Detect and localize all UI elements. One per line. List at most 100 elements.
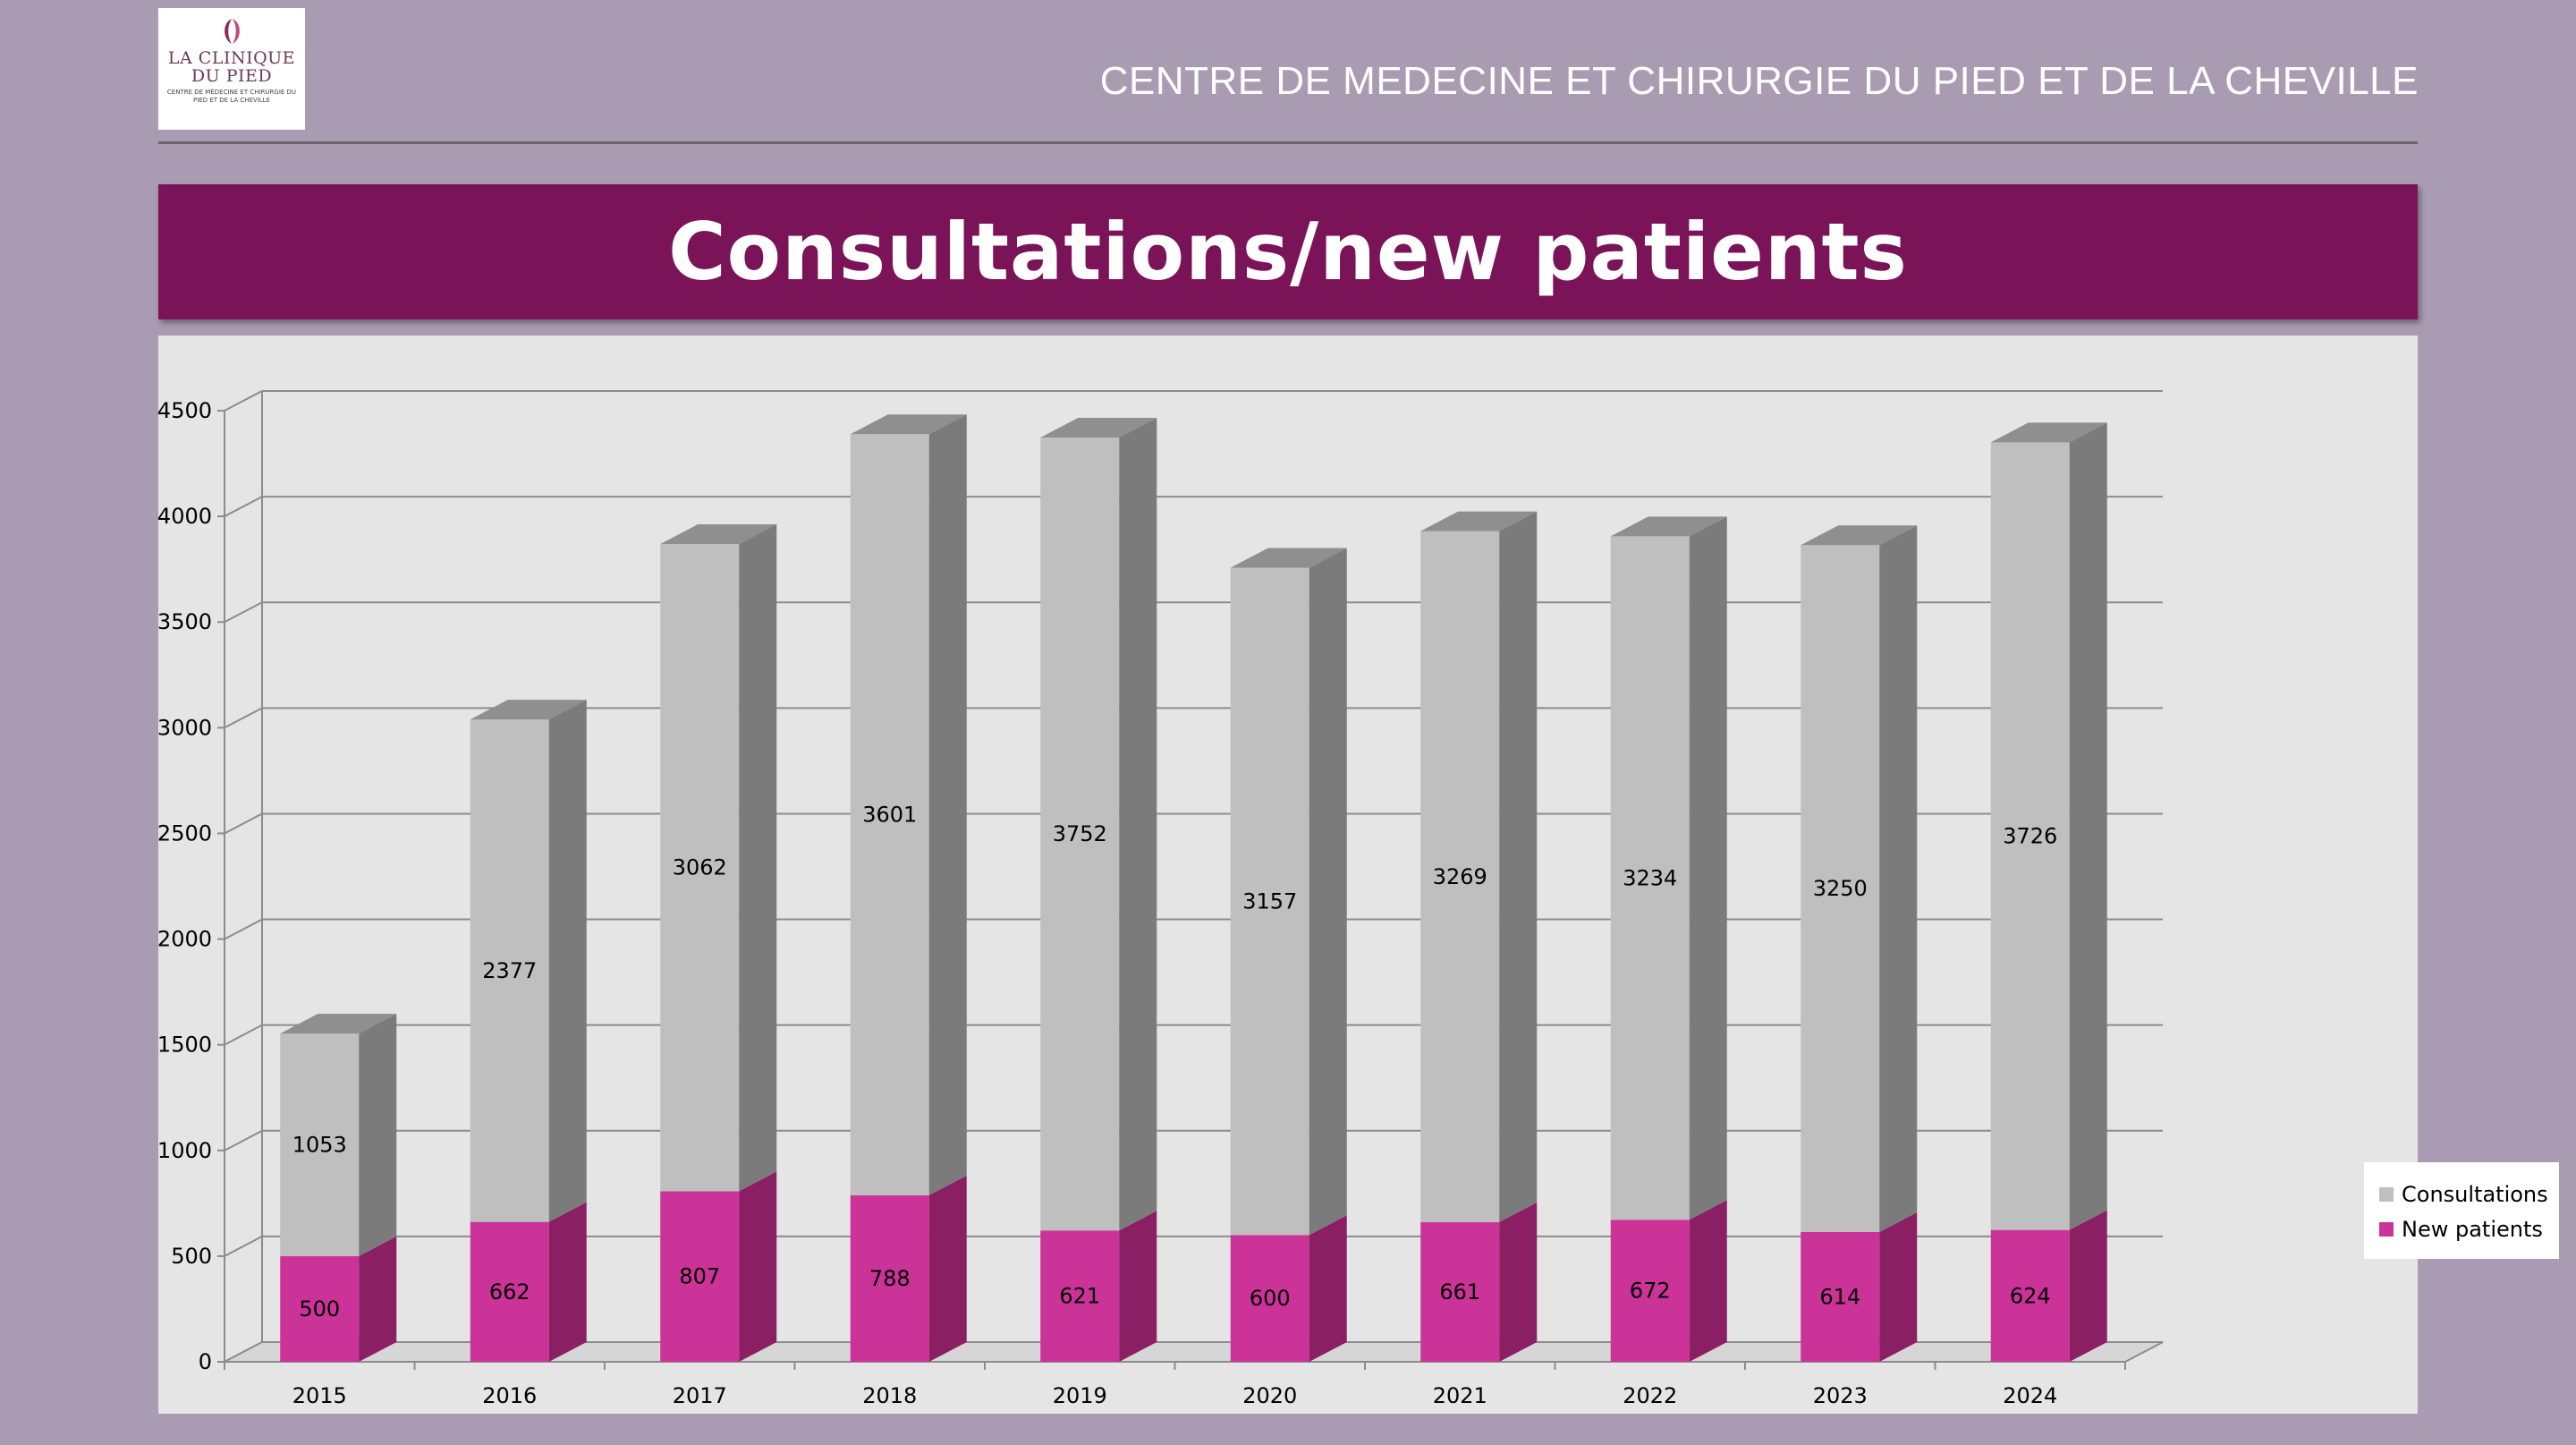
x-tick-label-2024: 2024 [2003,1383,2057,1408]
data-label-consultations-2017: 3062 [673,855,727,880]
bar-new-patients-side-2021 [1499,1202,1538,1362]
bar-new-patients-2022 [1610,1220,1690,1362]
x-tick-label-2015: 2015 [292,1383,347,1408]
y-tick-label-4000: 4000 [158,504,212,529]
bar-new-patients-side-2018 [928,1175,967,1362]
bar-consultations-2019 [1040,438,1120,1231]
bar-new-patients-side-2022 [1689,1200,1727,1362]
legend-swatch-new-patients [2379,1222,2394,1237]
gridline-connector-1500 [224,1024,263,1046]
bar-consultations-2022 [1610,536,1690,1220]
bar-consultations-side-2020 [1309,548,1347,1236]
bar-top-2018 [850,414,967,435]
bar-new-patients-side-2024 [2069,1210,2107,1362]
data-label-new-patients-2022: 672 [1630,1279,1671,1304]
chart-panel: 0 500 1000 1500 2000 2500 3000 3500 4000 4500 500 1… [158,336,2559,1414]
bar-consultations-side-2021 [1499,511,1538,1222]
data-label-consultations-2018: 3601 [862,803,917,828]
bar-consultations-2017 [660,544,740,1192]
legend-swatch-consultations [2379,1187,2394,1202]
data-label-consultations-2020: 3157 [1242,888,1297,914]
data-label-consultations-2019: 3752 [1053,821,1107,846]
y-tick-label-1500: 1500 [158,1033,212,1058]
data-label-new-patients-2016: 662 [489,1279,530,1305]
data-label-new-patients-2021: 661 [1439,1279,1480,1305]
bar-consultations-2021 [1420,531,1500,1222]
x-tick-label-2020: 2020 [1242,1383,1297,1408]
bar-consultations-2020 [1230,567,1309,1236]
bar-new-patients-2018 [850,1194,929,1362]
bar-consultations-2016 [470,719,549,1222]
bar-new-patients-2021 [1420,1221,1500,1362]
gridline-connector-4000 [224,496,263,517]
y-tick-label-3500: 3500 [158,609,212,634]
data-label-new-patients-2019: 621 [1059,1284,1100,1309]
gridline-connector-4500 [224,390,263,412]
x-tick-label-2017: 2017 [673,1383,727,1408]
data-label-new-patients-2015: 500 [299,1296,340,1322]
data-label-new-patients-2020: 600 [1250,1286,1291,1311]
bar-new-patients-2023 [1801,1231,1880,1362]
x-tick-label-2019: 2019 [1053,1383,1107,1408]
bar-consultations-side-2019 [1119,418,1157,1231]
bar-consultations-side-2015 [359,1014,397,1256]
bar-new-patients-side-2015 [359,1236,397,1362]
gridline-connector-500 [224,1236,263,1257]
bar-new-patients-2019 [1040,1230,1120,1362]
y-tick-label-2000: 2000 [158,927,212,952]
data-label-new-patients-2024: 624 [2010,1283,2051,1308]
foot-logo-icon [225,19,240,44]
bar-top-2015 [280,1014,397,1034]
bar-consultations-2023 [1801,545,1880,1232]
bar-new-patients-side-2019 [1119,1211,1157,1362]
bar-new-patients-side-2023 [1879,1211,1918,1362]
data-label-consultations-2024: 3726 [2003,824,2057,849]
header-divider [158,141,2418,144]
legend-label-new-patients: New patients [2402,1217,2543,1242]
legend-label-consultations: Consultations [2402,1182,2548,1207]
bar-top-2023 [1801,525,1918,546]
data-label-consultations-2022: 3234 [1623,865,1677,890]
logo-name-line2: DU PIED [191,66,273,86]
bar-new-patients-side-2017 [739,1171,777,1362]
y-tick-label-1000: 1000 [158,1138,212,1163]
y-tick-label-4500: 4500 [158,398,212,423]
bar-consultations-2024 [1990,442,2070,1230]
bar-consultations-2015 [280,1033,360,1256]
bar-consultations-side-2022 [1689,516,1727,1220]
bar-top-2017 [660,524,777,545]
y-tick-label-500: 500 [171,1244,212,1269]
data-label-new-patients-2023: 614 [1819,1284,1860,1309]
logo-tagline: CENTRE DE MÉDECINE ET CHIRURGIE DU PIED … [166,89,297,104]
chart-legend: Consultations New patients [2364,1162,2559,1259]
logo-name-line1: LA CLINIQUE [167,48,296,68]
bar-top-2024 [1990,422,2107,443]
data-label-new-patients-2017: 807 [679,1264,720,1289]
bar-top-2016 [470,700,587,720]
bar-consultations-side-2017 [739,524,777,1192]
bar-new-patients-side-2020 [1309,1215,1347,1362]
x-tick-label-2018: 2018 [862,1383,917,1408]
bar-new-patients-2016 [470,1221,549,1362]
legend-item-consultations: Consultations [2379,1181,2548,1208]
bar-new-patients-2024 [1990,1229,2070,1362]
data-label-consultations-2021: 3269 [1433,864,1487,889]
bar-consultations-side-2018 [928,414,967,1195]
x-tick-label-2016: 2016 [482,1383,537,1408]
legend-item-new-patients: New patients [2379,1216,2543,1243]
stacked-bar-chart: 0 500 1000 1500 2000 2500 3000 3500 4000 4500 500 1… [158,390,2164,1408]
data-label-new-patients-2018: 788 [869,1266,911,1291]
data-label-consultations-2015: 1053 [292,1133,347,1158]
bar-consultations-side-2016 [548,700,587,1222]
title-banner: Consultations/new patients [158,184,2418,319]
data-label-consultations-2016: 2377 [482,958,537,983]
header-title: CENTRE DE MEDECINE ET CHIRURGIE DU PIED … [1099,59,2419,103]
clinic-logo: LA CLINIQUE DU PIED CENTRE DE MÉDECINE E… [158,8,305,130]
x-tick-label-2021: 2021 [1433,1383,1487,1408]
gridline-connector-1000 [224,1129,263,1152]
gridline-connector-3000 [224,707,263,729]
y-tick-label-2500: 2500 [158,820,212,846]
gridline-connector-2000 [224,918,263,940]
bar-top-2019 [1040,418,1157,438]
bar-consultations-side-2023 [1879,525,1918,1232]
